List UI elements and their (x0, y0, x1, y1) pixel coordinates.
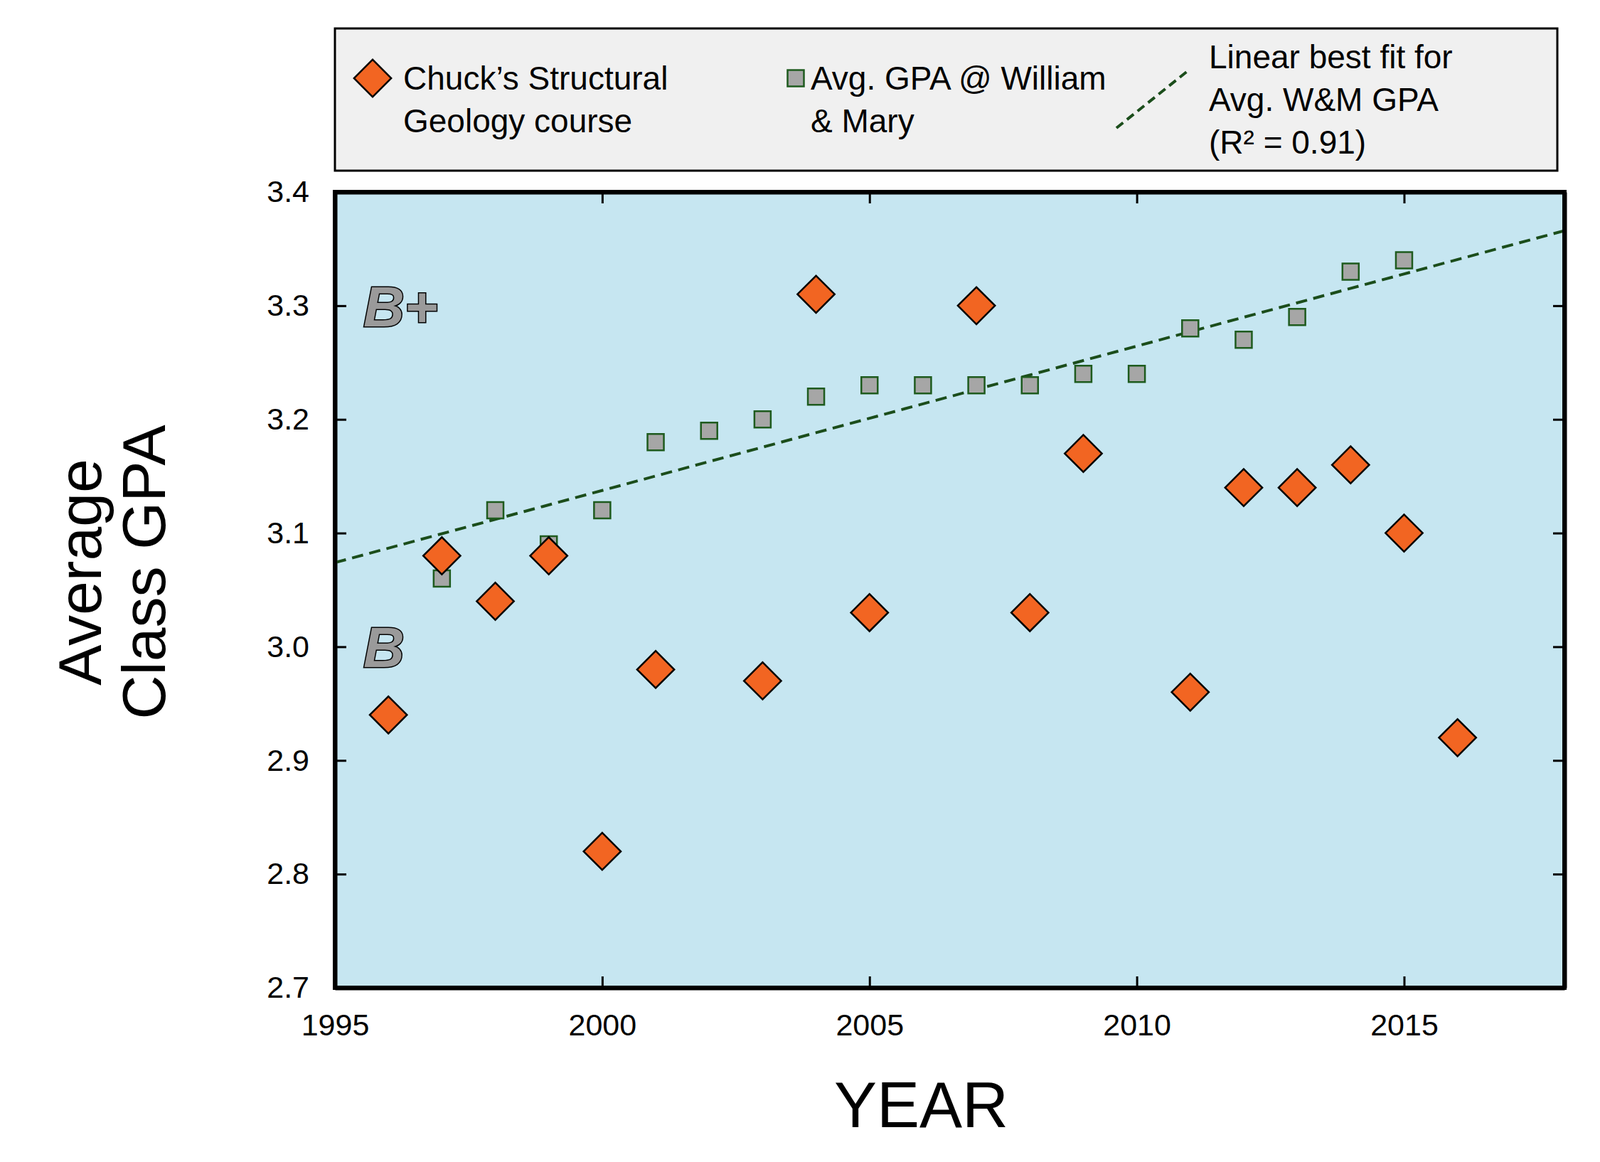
point (1064, 435, 1102, 473)
legend-label: Avg. GPA @ William& Mary (810, 59, 1107, 140)
point (743, 662, 781, 700)
point (968, 376, 985, 394)
plot-marks (334, 230, 1565, 870)
point (754, 411, 771, 428)
point (1181, 320, 1199, 337)
point (861, 376, 878, 394)
point (423, 536, 461, 574)
tick-label: 3.3 (266, 288, 310, 323)
chart: 1995 2000 2005 2010 2015 2.7 2.8 2.9 3.0 3.1 3.2 3.… (0, 0, 1600, 1162)
tick-label: 2000 (568, 1007, 638, 1042)
point (1331, 445, 1369, 483)
point (797, 275, 835, 313)
tick-label: 2.8 (266, 856, 310, 891)
legend-label: Linear best fit forAvg. W&M GPA(R² = 0.9… (1208, 38, 1453, 161)
point (487, 502, 504, 519)
tick-label: 2.7 (266, 969, 310, 1005)
point (1438, 718, 1476, 756)
point (957, 287, 995, 325)
point (807, 388, 825, 405)
tick-label: 1995 (301, 1007, 370, 1042)
legend-icon (1116, 71, 1188, 128)
point (1278, 468, 1316, 506)
point (1128, 365, 1145, 382)
point (1289, 308, 1306, 325)
x-axis-title: YEAR (834, 1069, 1009, 1141)
annotation: B (363, 615, 405, 680)
tick-label: 3.4 (266, 174, 310, 209)
legend: Chuck’s StructuralGeology course Avg. GPA… (334, 28, 1558, 171)
point (1342, 263, 1359, 280)
point (1021, 376, 1039, 394)
point (530, 536, 568, 574)
point (476, 582, 514, 620)
tick-label: 2.9 (266, 743, 310, 778)
tick-label: 2010 (1102, 1007, 1172, 1042)
plot-background (334, 192, 1565, 988)
point (637, 650, 675, 688)
point (1075, 365, 1092, 382)
tick-label: 2015 (1370, 1007, 1439, 1042)
point (1385, 514, 1423, 552)
point (647, 433, 665, 451)
legend-icon (787, 70, 805, 87)
point (369, 696, 407, 734)
point (1235, 331, 1252, 348)
tick-label: 3.0 (266, 629, 310, 664)
y-axis-title: AverageClass GPA (45, 424, 178, 720)
annotation: B+ (363, 275, 439, 339)
tick-label: 3.1 (266, 515, 310, 550)
fit-line (334, 230, 1565, 563)
legend-icon (354, 59, 392, 97)
point (851, 593, 889, 631)
tick-label: 3.2 (266, 401, 310, 436)
point (583, 832, 621, 870)
plot-frame (334, 192, 1565, 988)
legend-box (334, 28, 1558, 171)
legend-label: Chuck’s StructuralGeology course (403, 59, 668, 140)
point (1171, 673, 1209, 711)
point (1395, 251, 1413, 269)
point (593, 502, 611, 519)
point (701, 422, 718, 439)
point (1225, 468, 1263, 506)
tick-label: 2005 (835, 1007, 904, 1042)
point (914, 376, 931, 394)
point (1011, 593, 1049, 631)
